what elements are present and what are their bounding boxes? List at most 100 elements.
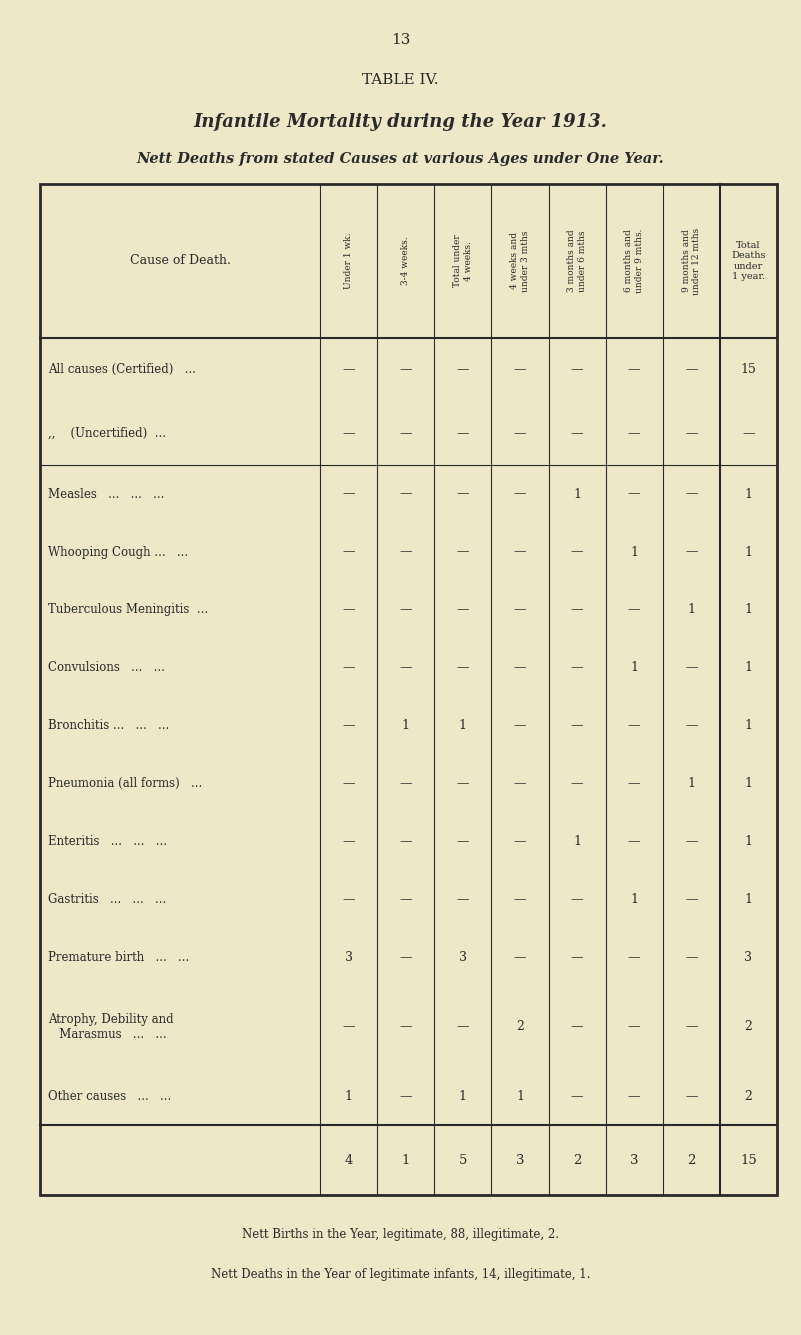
Text: —: — bbox=[685, 661, 698, 674]
Text: 6 months and
under 9 mths.: 6 months and under 9 mths. bbox=[625, 228, 644, 294]
Text: 2: 2 bbox=[516, 1020, 524, 1033]
Text: —: — bbox=[400, 427, 412, 439]
Text: —: — bbox=[628, 720, 641, 733]
Text: Measles   ...   ...   ...: Measles ... ... ... bbox=[48, 487, 164, 501]
Text: —: — bbox=[628, 836, 641, 848]
Text: 1: 1 bbox=[573, 836, 581, 848]
Text: Under 1 wk.: Under 1 wk. bbox=[344, 232, 353, 290]
Text: 1: 1 bbox=[401, 1153, 410, 1167]
Text: Premature birth   ...   ...: Premature birth ... ... bbox=[48, 951, 189, 964]
Text: 1: 1 bbox=[687, 603, 695, 617]
Text: —: — bbox=[457, 427, 469, 439]
Text: —: — bbox=[628, 363, 641, 376]
Text: —: — bbox=[628, 603, 641, 617]
Text: All causes (Certified)   ...: All causes (Certified) ... bbox=[48, 363, 196, 376]
Text: 1: 1 bbox=[344, 1089, 352, 1103]
Text: —: — bbox=[685, 546, 698, 558]
Text: —: — bbox=[342, 836, 355, 848]
Text: —: — bbox=[342, 1020, 355, 1033]
Text: —: — bbox=[685, 363, 698, 376]
Text: 2: 2 bbox=[744, 1020, 752, 1033]
Text: Convulsions   ...   ...: Convulsions ... ... bbox=[48, 661, 165, 674]
Text: —: — bbox=[457, 546, 469, 558]
Text: 1: 1 bbox=[630, 661, 638, 674]
Text: —: — bbox=[400, 487, 412, 501]
Text: 1: 1 bbox=[744, 661, 752, 674]
Text: —: — bbox=[400, 363, 412, 376]
Text: 9 months and
under 12 mths: 9 months and under 12 mths bbox=[682, 227, 701, 295]
Text: Atrophy, Debility and
   Marasmus   ...   ...: Atrophy, Debility and Marasmus ... ... bbox=[48, 1013, 174, 1041]
Text: —: — bbox=[457, 1020, 469, 1033]
Text: —: — bbox=[628, 487, 641, 501]
Text: —: — bbox=[457, 363, 469, 376]
Text: 1: 1 bbox=[459, 720, 467, 733]
Text: 1: 1 bbox=[744, 777, 752, 790]
Text: —: — bbox=[685, 487, 698, 501]
Text: 1: 1 bbox=[630, 546, 638, 558]
Text: ,,    (Uncertified)  ...: ,, (Uncertified) ... bbox=[48, 427, 166, 439]
Text: Nett Deaths in the Year of legitimate infants, 14, illegitimate, 1.: Nett Deaths in the Year of legitimate in… bbox=[211, 1268, 590, 1282]
Text: 3: 3 bbox=[516, 1153, 524, 1167]
Text: —: — bbox=[513, 720, 526, 733]
Text: —: — bbox=[400, 1089, 412, 1103]
Text: —: — bbox=[400, 777, 412, 790]
Text: 1: 1 bbox=[744, 720, 752, 733]
Text: 1: 1 bbox=[744, 487, 752, 501]
Text: —: — bbox=[513, 546, 526, 558]
Text: —: — bbox=[571, 603, 583, 617]
Text: 1: 1 bbox=[744, 836, 752, 848]
Text: Infantile Mortality during the Year 1913.: Infantile Mortality during the Year 1913… bbox=[194, 113, 607, 131]
Text: —: — bbox=[400, 661, 412, 674]
Text: 3 months and
under 6 mths: 3 months and under 6 mths bbox=[567, 230, 587, 292]
Text: 1: 1 bbox=[573, 487, 581, 501]
Text: —: — bbox=[513, 893, 526, 906]
Text: 3: 3 bbox=[744, 951, 752, 964]
Text: 3: 3 bbox=[459, 951, 467, 964]
Text: —: — bbox=[342, 720, 355, 733]
Text: 2: 2 bbox=[687, 1153, 695, 1167]
Text: —: — bbox=[685, 836, 698, 848]
Text: —: — bbox=[571, 546, 583, 558]
Text: Nett Births in the Year, legitimate, 88, illegitimate, 2.: Nett Births in the Year, legitimate, 88,… bbox=[242, 1228, 559, 1242]
Text: —: — bbox=[457, 777, 469, 790]
Text: Total under
4 weeks.: Total under 4 weeks. bbox=[453, 235, 473, 287]
Text: 15: 15 bbox=[740, 1153, 757, 1167]
Text: —: — bbox=[571, 720, 583, 733]
Text: 5: 5 bbox=[459, 1153, 467, 1167]
Text: 2: 2 bbox=[744, 1089, 752, 1103]
Text: —: — bbox=[685, 720, 698, 733]
Text: —: — bbox=[685, 893, 698, 906]
Text: —: — bbox=[571, 1089, 583, 1103]
Text: —: — bbox=[628, 1089, 641, 1103]
Text: —: — bbox=[571, 951, 583, 964]
Text: 1: 1 bbox=[744, 893, 752, 906]
Text: 15: 15 bbox=[740, 363, 756, 376]
Text: —: — bbox=[628, 1020, 641, 1033]
Text: Gastritis   ...   ...   ...: Gastritis ... ... ... bbox=[48, 893, 167, 906]
Text: 3: 3 bbox=[630, 1153, 638, 1167]
Text: —: — bbox=[342, 427, 355, 439]
Text: —: — bbox=[571, 1020, 583, 1033]
Text: Nett Deaths from stated Causes at various Ages under One Year.: Nett Deaths from stated Causes at variou… bbox=[137, 152, 664, 166]
Text: —: — bbox=[513, 487, 526, 501]
Text: —: — bbox=[457, 603, 469, 617]
Text: Total
Deaths
under
1 year.: Total Deaths under 1 year. bbox=[731, 240, 766, 282]
Text: Other causes   ...   ...: Other causes ... ... bbox=[48, 1089, 171, 1103]
Text: 3-4 weeks.: 3-4 weeks. bbox=[401, 236, 410, 286]
Text: —: — bbox=[400, 893, 412, 906]
Text: 3: 3 bbox=[344, 951, 352, 964]
Text: 1: 1 bbox=[744, 546, 752, 558]
Text: —: — bbox=[513, 951, 526, 964]
Text: —: — bbox=[513, 777, 526, 790]
Text: —: — bbox=[571, 777, 583, 790]
Text: —: — bbox=[400, 836, 412, 848]
Text: —: — bbox=[400, 546, 412, 558]
Text: —: — bbox=[571, 427, 583, 439]
Text: —: — bbox=[628, 427, 641, 439]
Text: —: — bbox=[513, 363, 526, 376]
Text: —: — bbox=[513, 661, 526, 674]
Text: 1: 1 bbox=[402, 720, 410, 733]
Text: 1: 1 bbox=[630, 893, 638, 906]
Text: 13: 13 bbox=[391, 33, 410, 47]
Text: —: — bbox=[342, 603, 355, 617]
